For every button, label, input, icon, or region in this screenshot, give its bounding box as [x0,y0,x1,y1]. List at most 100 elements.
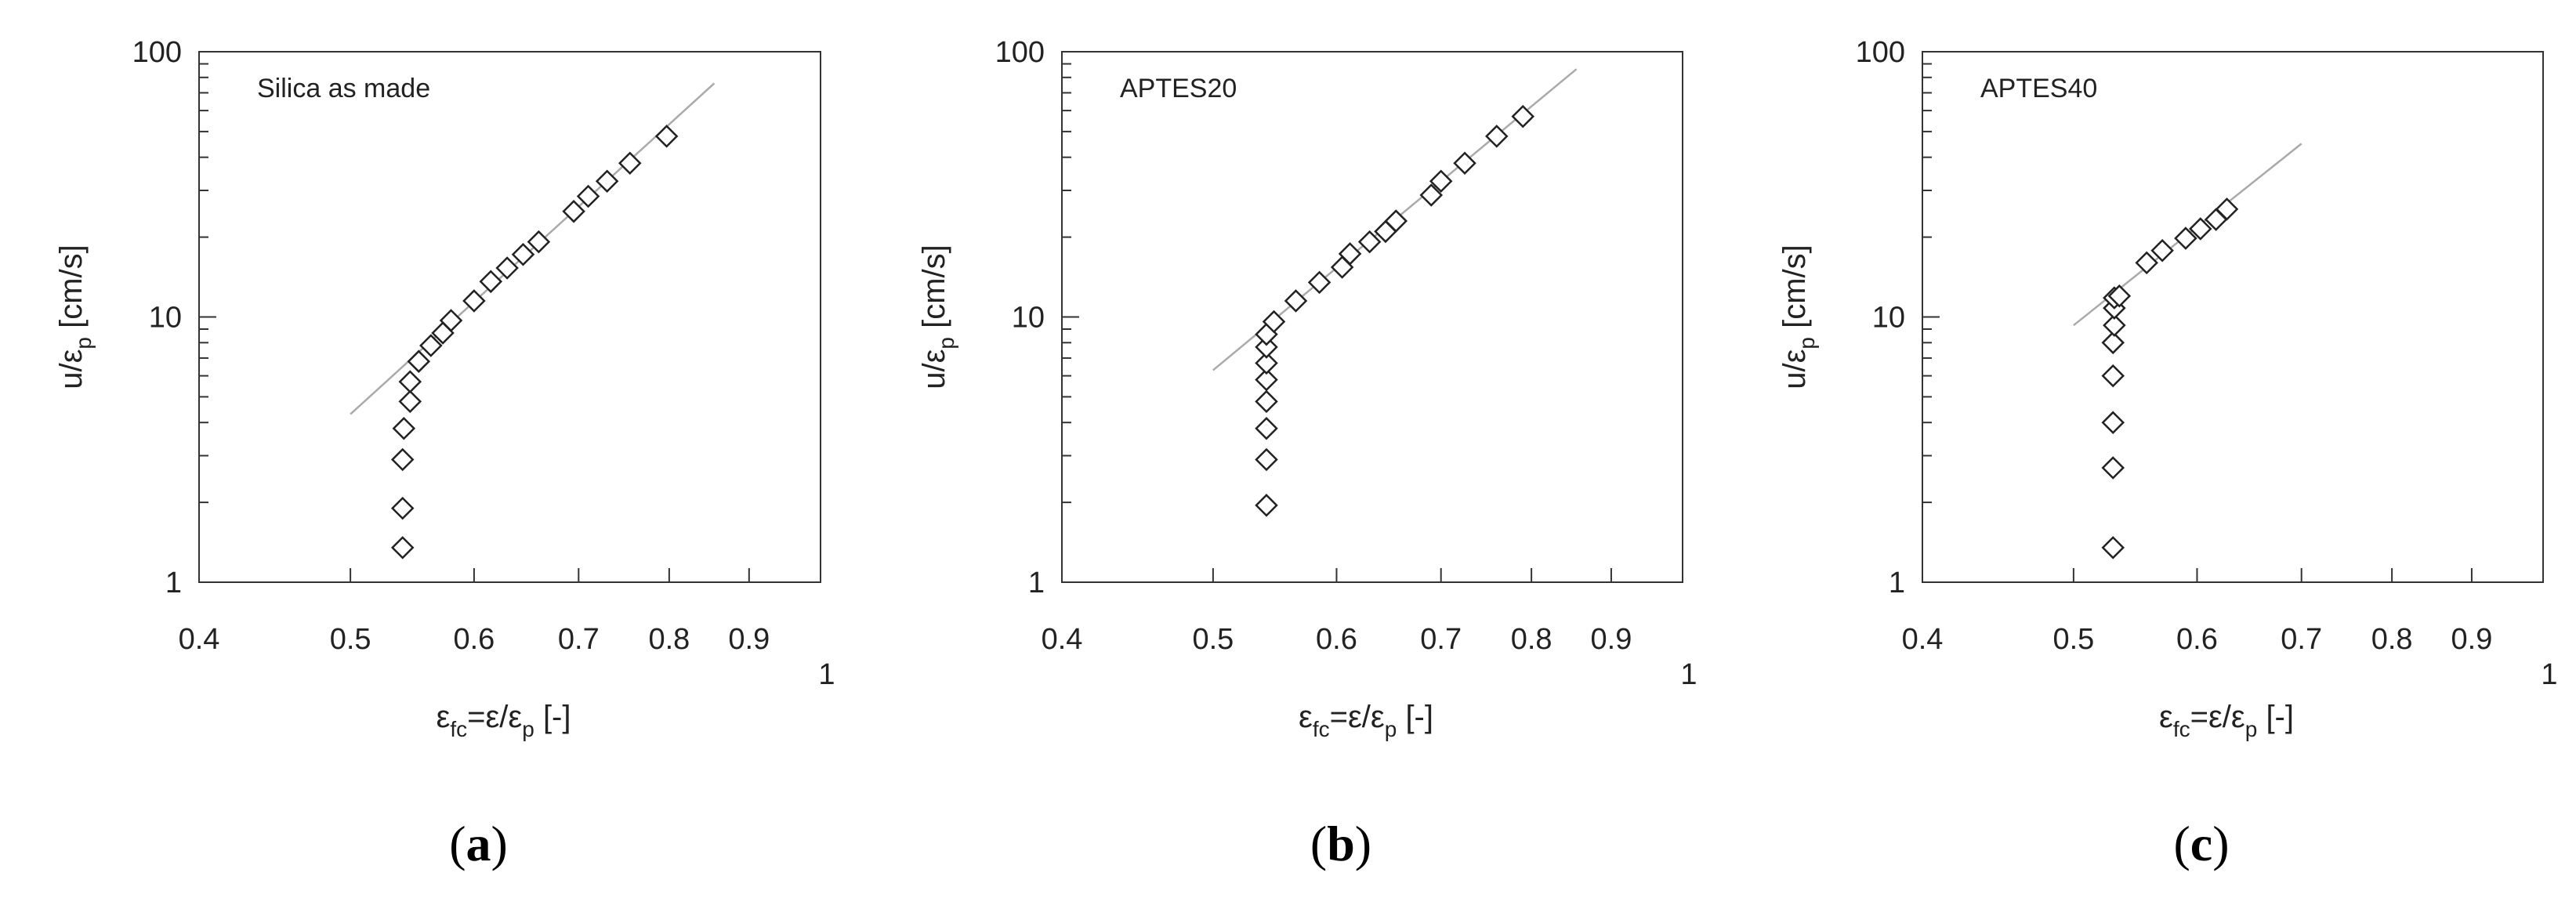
data-point [2101,411,2125,434]
data-point [2101,456,2125,480]
x-tick-label: 1 [818,658,835,691]
x-axis-label-sub2: p [522,717,534,741]
data-point [1255,389,1278,414]
data-point [1255,447,1278,472]
y-axis-label-sub: p [71,337,96,349]
x-axis-label-mid: =ε/ε [467,700,522,734]
y-axis-label-unit: [cm/s] [1777,244,1812,337]
data-point [2174,226,2197,250]
data-point [2107,284,2132,308]
data-point [1338,242,1362,266]
panel-label: (a) [449,816,508,871]
data-point [2103,313,2126,337]
x-tick-label: 0.7 [558,623,600,656]
x-axis-label-mid: =ε/ε [2190,700,2245,734]
panel-label-close: ) [1355,816,1371,871]
panel-label-open: ( [449,816,466,871]
y-axis-label-main: u/ε [1777,349,1812,389]
series-annotation: Silica as made [257,74,430,103]
x-axis-label-unit: [-] [2257,700,2294,734]
x-tick-label: 0.8 [648,623,690,656]
data-point [1255,416,1278,440]
y-axis-label-main: u/ε [54,349,89,389]
data-point [1284,289,1308,313]
y-axis-label-unit: [cm/s] [54,244,89,337]
series-annotation: APTES40 [1980,74,2097,103]
data-point [1485,125,1509,148]
x-axis-label-unit: [-] [534,700,571,734]
x-axis-label: εfc=ε/εp [-] [2159,700,2294,741]
x-axis-label-mid: =ε/ε [1330,700,1385,734]
data-point [654,125,679,148]
data-point [1262,310,1286,334]
data-point [419,334,443,357]
x-tick-label: 0.7 [2281,623,2322,656]
data-point [462,289,486,313]
x-tick-label: 0.4 [1902,623,1944,656]
x-axis-label-sub1: fc [450,717,467,741]
x-axis-label-eps: ε [436,700,450,734]
data-point [1255,335,1278,359]
x-axis-label-eps: ε [2159,700,2173,734]
x-tick-label: 0.5 [330,623,371,656]
x-tick-label: 0.4 [179,623,220,656]
data-point [1511,104,1535,129]
x-tick-label: 0.7 [1420,623,1462,656]
y-axis-label-sub: p [1795,337,1819,349]
x-tick-label: 1 [2541,658,2557,691]
y-axis-label: u/εp [cm/s] [54,244,96,389]
data-point [595,169,619,193]
x-axis-label: εfc=ε/εp [-] [436,700,571,741]
panel-label-close: ) [491,816,508,871]
panel-label-open: ( [1310,816,1327,871]
y-axis-label: u/εp [cm/s] [1777,244,1819,389]
data-point [398,370,422,393]
panel-label-letter: a [466,816,491,871]
x-tick-label: 1 [1680,658,1697,691]
data-point [2101,331,2125,355]
data-point [511,243,535,266]
plot-frame [1061,51,1683,583]
panel-label-open: ( [2173,816,2190,871]
plot-frame [198,51,821,583]
series-annotation: APTES20 [1120,74,1237,103]
data-point [1384,209,1408,233]
panel-label-letter: c [2190,816,2212,871]
x-axis-label-sub2: p [1385,717,1397,741]
y-tick-label: 1 [1028,567,1045,599]
data-point [576,184,600,208]
data-point [562,200,585,223]
x-tick-label: 0.8 [1511,623,1552,656]
data-point [1255,494,1278,517]
data-point [527,230,551,254]
y-tick-label: 1 [165,567,182,599]
x-tick-label: 0.6 [1316,623,1357,656]
x-axis-label-sub1: fc [2173,717,2190,741]
data-point [390,447,415,472]
x-axis-label-unit: [-] [1397,700,1433,734]
y-axis-label: u/εp [cm/s] [917,244,958,389]
data-point [392,416,416,440]
data-point [407,349,431,373]
plot-frame [1922,51,2544,583]
y-tick-label: 100 [1856,36,1905,69]
data-point [1429,169,1453,193]
data-point [618,151,642,176]
panel-label-letter: b [1327,816,1355,871]
x-axis-label-sub1: fc [1313,717,1330,741]
x-tick-label: 0.5 [1192,623,1234,656]
data-point [495,256,519,280]
y-tick-label: 100 [995,36,1045,69]
panel-label: (b) [1310,816,1371,871]
chart-panel-a: 1 10 100 0.4 0.5 0.6 0.7 0.8 0.9 1 Silica as made u… [54,36,835,871]
data-point [2215,197,2239,221]
data-point [2135,251,2158,275]
x-tick-label: 0.9 [2451,623,2493,656]
x-tick-label: 0.8 [2371,623,2413,656]
data-point [1255,351,1278,375]
x-tick-label: 0.6 [453,623,495,656]
panel-label: (c) [2173,816,2229,871]
x-tick-label: 0.9 [1591,623,1632,656]
